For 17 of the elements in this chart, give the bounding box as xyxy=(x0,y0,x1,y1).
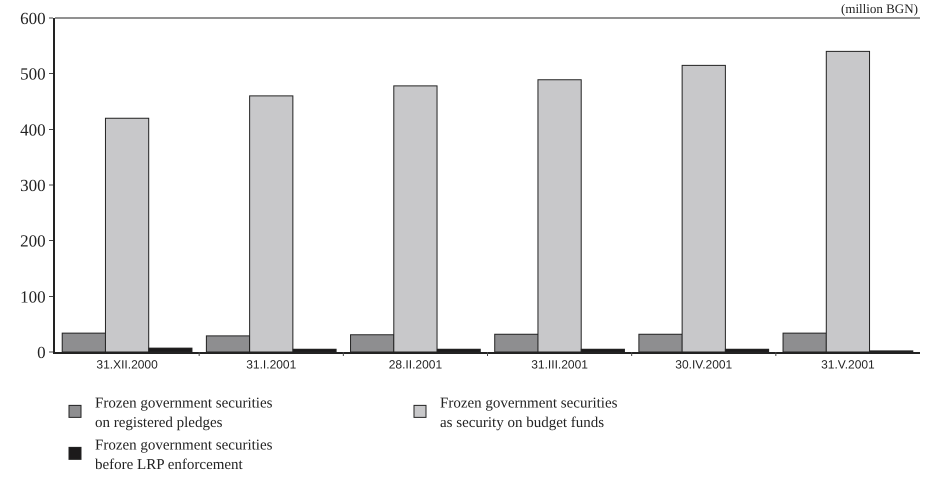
y-tick-label: 500 xyxy=(20,64,46,84)
x-tick-label: 30.IV.2001 xyxy=(675,357,733,372)
legend-label: Frozen government securities as security on budget funds xyxy=(440,396,618,431)
legend-label: Frozen government securities before LRP enforcement xyxy=(95,438,273,473)
x-tick-label: 31.V.2001 xyxy=(821,357,876,372)
x-tick-label: 28.II.2001 xyxy=(388,357,442,372)
y-tick-label: 0 xyxy=(37,342,46,362)
y-tick-label: 200 xyxy=(20,232,46,251)
y-tick-label: 400 xyxy=(20,120,46,140)
y-tick-label: 600 xyxy=(20,8,46,28)
y-tick-label: 100 xyxy=(20,287,46,306)
x-tick-label: 31.XII.2000 xyxy=(96,357,158,372)
legend-label: Frozen government securities on registered pledges xyxy=(95,396,273,431)
y-tick-label: 300 xyxy=(20,176,46,195)
x-tick-label: 31.III.2001 xyxy=(531,357,588,372)
x-tick-label: 31.I.2001 xyxy=(246,357,297,372)
text: (million BGN) xyxy=(841,1,918,16)
